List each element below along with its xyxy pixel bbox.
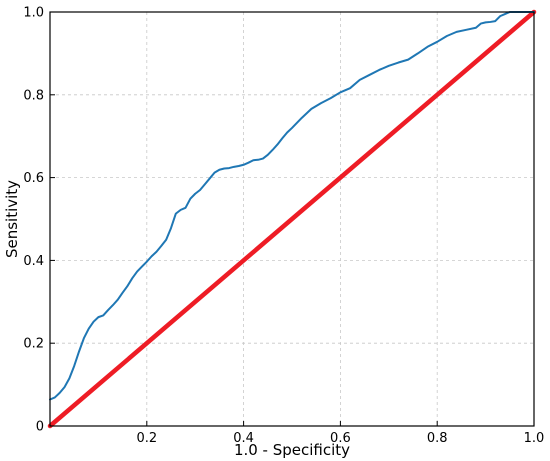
x-axis-title: 1.0 - Specificity: [234, 441, 350, 459]
y-tick-label: 0: [36, 420, 44, 435]
reference-diagonal-line: [47, 9, 537, 429]
x-tick-label: 0.2: [136, 431, 157, 446]
y-tick-label: 0.2: [23, 337, 44, 352]
y-tick-label: 1.0: [23, 6, 44, 21]
y-axis-title: Sensitivity: [3, 180, 21, 258]
y-tick-label: 0.8: [23, 88, 44, 103]
tick-layer: 0.2 0.4 0.6 0.8 1.0 0 0.2 0.4 0.6 0.8 1.0: [23, 6, 544, 447]
x-tick-label: 0.4: [233, 431, 254, 446]
y-tick-label: 0.6: [23, 171, 44, 186]
plot-frame: [49, 11, 535, 427]
roc-curve-line: [49, 11, 535, 401]
x-tick-label: 0.8: [427, 431, 448, 446]
y-tick-label: 0.4: [23, 254, 44, 269]
series-layer: [47, 9, 537, 429]
x-tick-label: 1.0: [524, 431, 545, 446]
x-tick-label: 0.6: [330, 431, 351, 446]
